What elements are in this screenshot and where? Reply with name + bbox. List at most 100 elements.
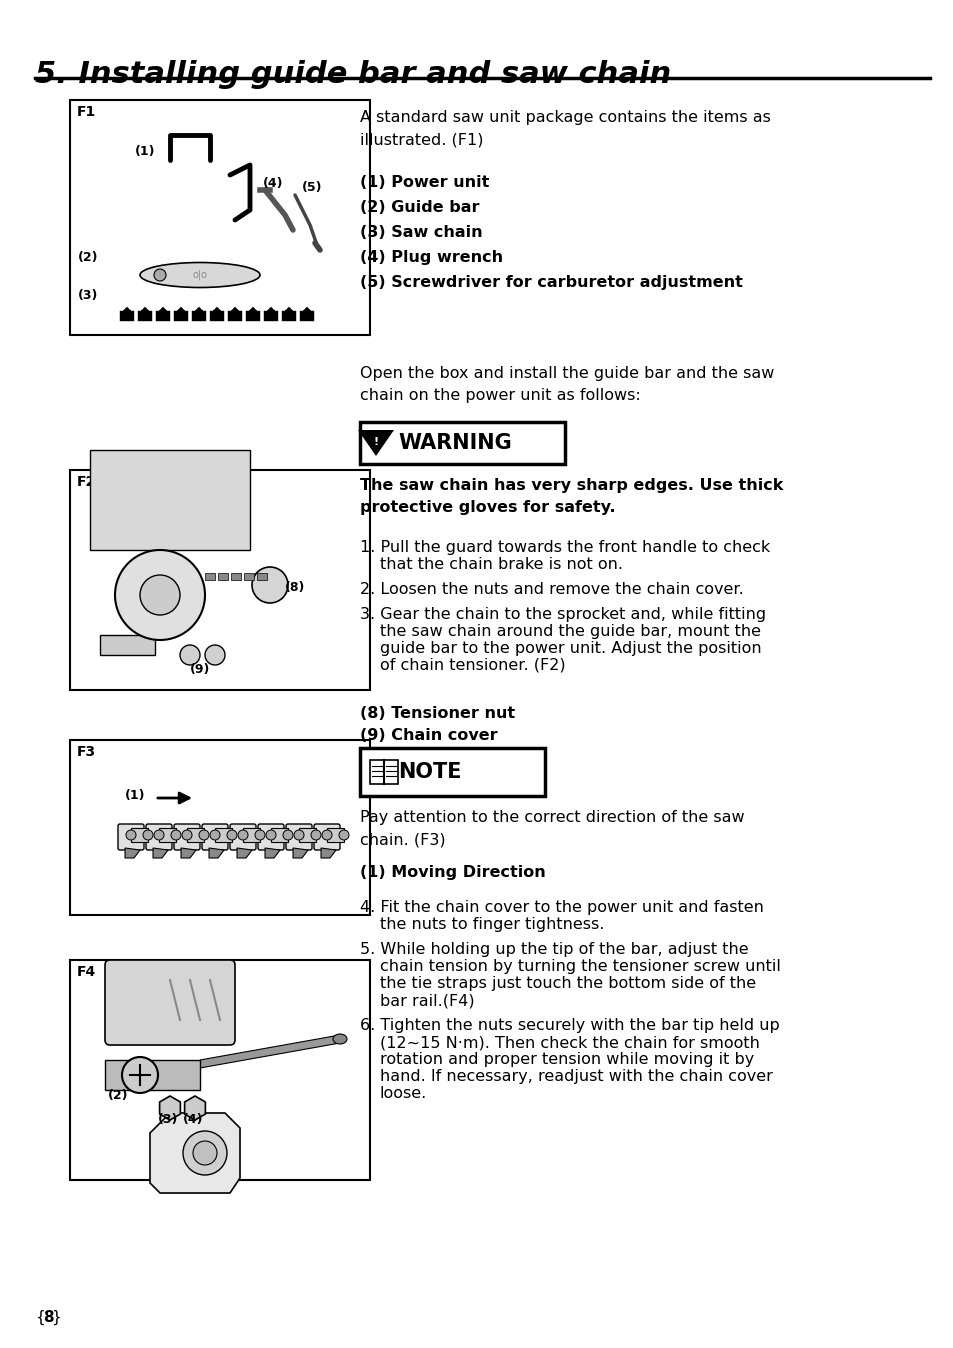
Text: WARNING: WARNING	[397, 433, 511, 453]
Polygon shape	[236, 848, 252, 857]
FancyBboxPatch shape	[202, 824, 228, 851]
Text: (12~15 N·m). Then check the chain for smooth: (12~15 N·m). Then check the chain for sm…	[379, 1035, 760, 1050]
Circle shape	[237, 830, 248, 840]
Polygon shape	[320, 848, 335, 857]
Text: 2. Loosen the nuts and remove the chain cover.: 2. Loosen the nuts and remove the chain …	[359, 582, 743, 597]
Circle shape	[205, 644, 225, 665]
Circle shape	[193, 1140, 216, 1165]
Bar	[370, 760, 384, 785]
Text: F4: F4	[77, 965, 96, 979]
Circle shape	[210, 830, 220, 840]
Polygon shape	[141, 307, 149, 311]
Polygon shape	[293, 848, 308, 857]
Text: 5. While holding up the tip of the bar, adjust the: 5. While holding up the tip of the bar, …	[359, 942, 748, 957]
Bar	[256, 573, 267, 580]
Text: A standard saw unit package contains the items as
illustrated. (F1): A standard saw unit package contains the…	[359, 111, 770, 147]
Circle shape	[122, 1057, 158, 1093]
Bar	[246, 311, 260, 321]
Bar	[131, 828, 148, 842]
Bar	[156, 311, 170, 321]
Text: (1): (1)	[135, 146, 155, 159]
Text: 4. Fit the chain cover to the power unit and fasten: 4. Fit the chain cover to the power unit…	[359, 900, 763, 915]
Text: (8): (8)	[285, 581, 305, 594]
Circle shape	[180, 644, 200, 665]
Circle shape	[294, 830, 304, 840]
Circle shape	[266, 830, 275, 840]
Bar	[264, 311, 277, 321]
Text: 5. Installing guide bar and saw chain: 5. Installing guide bar and saw chain	[35, 61, 671, 89]
Text: chain tension by turning the tensioner screw until: chain tension by turning the tensioner s…	[379, 958, 781, 975]
Polygon shape	[150, 1113, 240, 1193]
Text: F3: F3	[77, 745, 96, 759]
Text: (1) Moving Direction: (1) Moving Direction	[359, 865, 545, 880]
Text: }: }	[51, 1310, 61, 1325]
Bar	[159, 828, 175, 842]
Bar	[70, 960, 370, 1180]
Bar	[120, 311, 133, 321]
Circle shape	[252, 568, 288, 603]
Text: (2) Guide bar: (2) Guide bar	[359, 200, 479, 214]
Bar	[173, 311, 188, 321]
Text: Open the box and install the guide bar and the saw
chain on the power unit as fo: Open the box and install the guide bar a…	[359, 367, 774, 403]
Text: 3. Gear the chain to the sprocket and, while fitting: 3. Gear the chain to the sprocket and, w…	[359, 607, 765, 621]
Polygon shape	[209, 848, 224, 857]
Bar	[138, 311, 152, 321]
Text: (3): (3)	[78, 288, 98, 302]
Circle shape	[171, 830, 181, 840]
Text: (2): (2)	[108, 1089, 129, 1103]
FancyBboxPatch shape	[314, 824, 339, 851]
Circle shape	[227, 830, 236, 840]
Polygon shape	[267, 307, 274, 311]
Polygon shape	[123, 307, 131, 311]
Ellipse shape	[333, 1034, 347, 1043]
Polygon shape	[249, 307, 256, 311]
Bar	[231, 573, 241, 580]
Circle shape	[143, 830, 152, 840]
Polygon shape	[231, 307, 239, 311]
Text: (4): (4)	[183, 1113, 203, 1127]
Bar	[299, 311, 314, 321]
Polygon shape	[185, 1096, 205, 1120]
Bar	[228, 311, 242, 321]
Polygon shape	[213, 307, 221, 311]
Polygon shape	[181, 848, 195, 857]
Text: The saw chain has very sharp edges. Use thick
protective gloves for safety.: The saw chain has very sharp edges. Use …	[359, 479, 782, 515]
Circle shape	[199, 830, 209, 840]
Text: (3): (3)	[158, 1113, 178, 1127]
Text: the tie straps just touch the bottom side of the: the tie straps just touch the bottom sid…	[379, 976, 756, 991]
Bar	[359, 422, 564, 464]
Text: (1) Power unit: (1) Power unit	[359, 175, 489, 190]
Bar	[218, 573, 228, 580]
Bar	[244, 573, 253, 580]
Bar	[282, 311, 295, 321]
Text: the nuts to finger tightness.: the nuts to finger tightness.	[379, 917, 604, 931]
Circle shape	[322, 830, 332, 840]
Bar	[192, 311, 206, 321]
Text: rotation and proper tension while moving it by: rotation and proper tension while moving…	[379, 1051, 754, 1068]
Text: (2): (2)	[78, 252, 98, 264]
Bar	[327, 828, 344, 842]
Text: guide bar to the power unit. Adjust the position: guide bar to the power unit. Adjust the …	[379, 642, 760, 656]
Text: of chain tensioner. (F2): of chain tensioner. (F2)	[379, 658, 565, 673]
Text: (4) Plug wrench: (4) Plug wrench	[359, 249, 502, 266]
Text: bar rail.(F4): bar rail.(F4)	[379, 993, 475, 1008]
Text: (4): (4)	[263, 177, 283, 190]
Bar	[359, 748, 544, 797]
Bar	[298, 828, 315, 842]
Polygon shape	[177, 307, 185, 311]
Text: (5): (5)	[302, 181, 322, 194]
FancyBboxPatch shape	[173, 824, 200, 851]
Text: (8) Tensioner nut: (8) Tensioner nut	[359, 706, 515, 721]
Bar	[384, 760, 397, 785]
FancyBboxPatch shape	[257, 824, 284, 851]
Bar	[70, 740, 370, 915]
Text: loose.: loose.	[379, 1086, 427, 1101]
FancyBboxPatch shape	[105, 960, 234, 1045]
Text: hand. If necessary, readjust with the chain cover: hand. If necessary, readjust with the ch…	[379, 1069, 772, 1084]
Bar	[205, 573, 214, 580]
Text: that the chain brake is not on.: that the chain brake is not on.	[379, 557, 622, 572]
Bar	[243, 828, 260, 842]
Circle shape	[283, 830, 293, 840]
FancyBboxPatch shape	[286, 824, 312, 851]
Bar	[90, 450, 250, 550]
